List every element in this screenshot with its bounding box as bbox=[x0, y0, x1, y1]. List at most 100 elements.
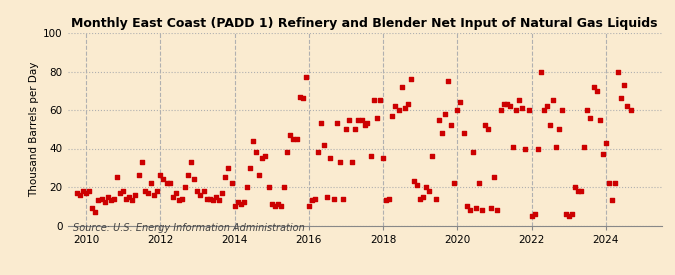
Point bbox=[201, 196, 212, 201]
Point bbox=[313, 150, 323, 155]
Point bbox=[297, 96, 308, 101]
Point bbox=[498, 102, 509, 106]
Point bbox=[183, 173, 194, 178]
Point bbox=[350, 127, 360, 131]
Point bbox=[458, 131, 469, 135]
Point bbox=[369, 98, 379, 103]
Point bbox=[514, 98, 524, 103]
Point bbox=[464, 208, 475, 212]
Point bbox=[111, 175, 122, 180]
Point bbox=[523, 108, 534, 112]
Point bbox=[365, 154, 376, 158]
Point bbox=[325, 156, 335, 160]
Title: Monthly East Coast (PADD 1) Refinery and Blender Net Input of Natural Gas Liquid: Monthly East Coast (PADD 1) Refinery and… bbox=[72, 17, 657, 31]
Point bbox=[266, 202, 277, 207]
Point bbox=[480, 123, 491, 128]
Text: Source: U.S. Energy Information Administration: Source: U.S. Energy Information Administ… bbox=[74, 223, 305, 233]
Point bbox=[294, 94, 305, 99]
Point bbox=[554, 127, 565, 131]
Point bbox=[338, 196, 348, 201]
Point bbox=[545, 123, 556, 128]
Point bbox=[310, 196, 321, 201]
Point bbox=[173, 198, 184, 203]
Point bbox=[483, 127, 493, 131]
Point bbox=[455, 100, 466, 104]
Point bbox=[421, 185, 432, 189]
Point bbox=[412, 183, 423, 187]
Point bbox=[152, 189, 163, 193]
Point bbox=[250, 150, 261, 155]
Point bbox=[603, 181, 614, 185]
Point bbox=[87, 206, 98, 210]
Point bbox=[495, 108, 506, 112]
Point bbox=[81, 191, 92, 195]
Point bbox=[461, 204, 472, 208]
Point bbox=[115, 191, 126, 195]
Point bbox=[489, 175, 500, 180]
Point bbox=[394, 108, 404, 112]
Point bbox=[418, 194, 429, 199]
Point bbox=[205, 196, 215, 201]
Point bbox=[142, 191, 153, 195]
Point bbox=[570, 185, 580, 189]
Point bbox=[316, 121, 327, 126]
Point bbox=[127, 198, 138, 203]
Point bbox=[102, 194, 113, 199]
Point bbox=[473, 181, 484, 185]
Point bbox=[424, 189, 435, 193]
Point bbox=[117, 189, 128, 193]
Point bbox=[468, 150, 479, 155]
Point bbox=[186, 160, 196, 164]
Point bbox=[414, 196, 425, 201]
Point bbox=[93, 198, 104, 203]
Point bbox=[399, 106, 410, 110]
Point bbox=[97, 196, 107, 201]
Point bbox=[306, 198, 317, 203]
Point bbox=[517, 106, 528, 110]
Point bbox=[189, 177, 200, 182]
Point bbox=[161, 181, 172, 185]
Point bbox=[427, 154, 438, 158]
Point bbox=[319, 142, 330, 147]
Point bbox=[591, 89, 602, 93]
Point bbox=[576, 189, 587, 193]
Point bbox=[279, 185, 290, 189]
Point bbox=[195, 192, 206, 197]
Point bbox=[226, 181, 237, 185]
Point bbox=[486, 206, 497, 210]
Point bbox=[594, 117, 605, 122]
Point bbox=[566, 212, 577, 216]
Point bbox=[446, 123, 456, 128]
Point bbox=[625, 108, 636, 112]
Point bbox=[539, 108, 549, 112]
Point bbox=[616, 96, 627, 101]
Point bbox=[130, 192, 141, 197]
Point bbox=[109, 196, 119, 201]
Point bbox=[582, 108, 593, 112]
Point bbox=[99, 200, 110, 205]
Point bbox=[492, 208, 503, 212]
Point bbox=[431, 196, 441, 201]
Point bbox=[176, 196, 187, 201]
Point bbox=[148, 192, 159, 197]
Point bbox=[533, 146, 543, 151]
Point bbox=[371, 116, 382, 120]
Point bbox=[198, 189, 209, 193]
Point bbox=[613, 69, 624, 74]
Point bbox=[242, 185, 252, 189]
Point bbox=[300, 75, 311, 79]
Point bbox=[542, 104, 553, 108]
Point bbox=[477, 208, 487, 212]
Point bbox=[245, 166, 256, 170]
Point bbox=[359, 123, 370, 128]
Point bbox=[619, 83, 630, 87]
Point bbox=[269, 204, 280, 208]
Point bbox=[408, 179, 419, 183]
Point bbox=[331, 121, 342, 126]
Point bbox=[601, 141, 612, 145]
Point bbox=[105, 198, 116, 203]
Point bbox=[362, 121, 373, 126]
Point bbox=[164, 181, 175, 185]
Point bbox=[353, 117, 364, 122]
Point bbox=[572, 189, 583, 193]
